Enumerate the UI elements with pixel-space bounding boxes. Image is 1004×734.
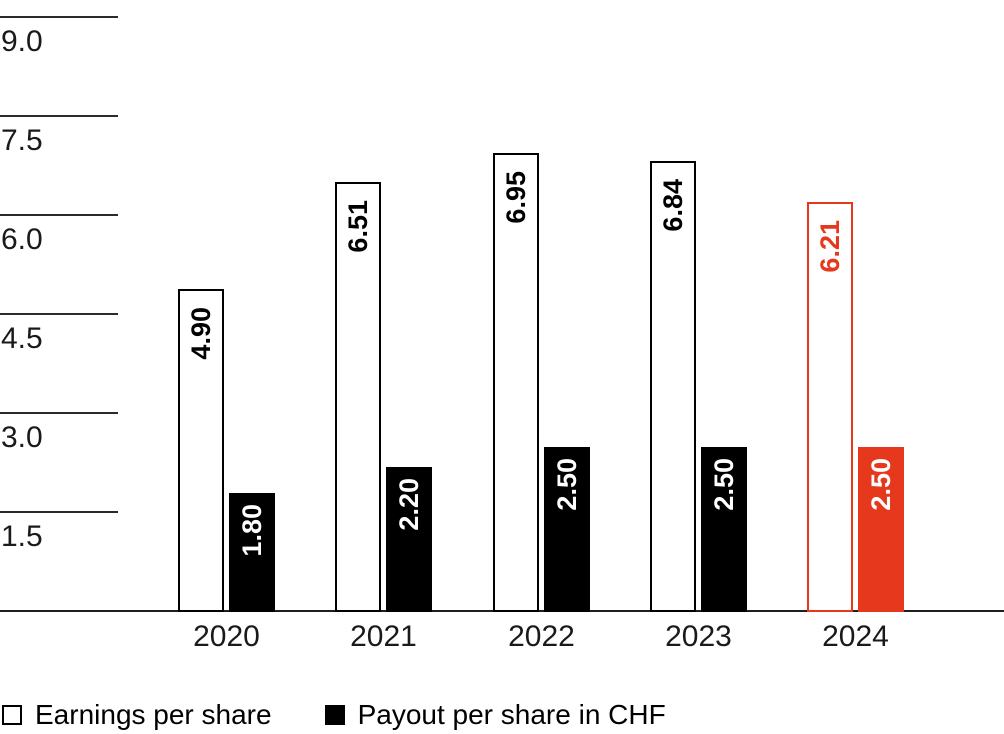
payout-swatch-icon: [324, 705, 345, 726]
bar-payout-2021: 2.20: [386, 467, 432, 612]
legend-label-earnings: Earnings per share: [35, 699, 272, 730]
bar-earnings-2023: 6.84: [650, 161, 696, 612]
bar-earnings-2022: 6.95: [493, 153, 539, 612]
bar-payout-2020: 1.80: [229, 493, 275, 612]
bar-value-label-2020: 1.80: [236, 504, 267, 557]
x-tick-label-2022: 2022: [508, 620, 575, 653]
bar-value-label-2022: 2.50: [551, 458, 582, 511]
y-gridline-1.5: [0, 511, 118, 513]
legend-label-payout: Payout per share in CHF: [357, 699, 666, 730]
bar-value-label-2024: 2.50: [865, 458, 896, 511]
bar-value-label-2023: 6.84: [657, 179, 688, 232]
y-tick-label-4.5: 4.5: [1, 322, 43, 355]
bar-earnings-2020: 4.90: [178, 289, 224, 612]
bar-payout-2023: 2.50: [701, 447, 747, 612]
bar-value-label-2022: 6.95: [500, 171, 531, 224]
y-gridline-9.0: [0, 16, 118, 18]
y-gridline-4.5: [0, 313, 118, 315]
bar-value-label-2023: 2.50: [708, 458, 739, 511]
y-tick-label-1.5: 1.5: [1, 520, 43, 553]
bar-earnings-2021: 6.51: [335, 182, 381, 612]
bar-value-label-2020: 4.90: [185, 307, 216, 360]
bar-value-label-2021: 2.20: [393, 478, 424, 531]
x-tick-label-2021: 2021: [350, 620, 417, 653]
y-gridline-3.0: [0, 412, 118, 414]
earnings-swatch-icon: [2, 705, 22, 726]
x-tick-label-2023: 2023: [665, 620, 732, 653]
x-tick-label-2024: 2024: [822, 620, 889, 653]
bar-payout-2024: 2.50: [858, 447, 904, 612]
y-tick-label-7.5: 7.5: [1, 124, 43, 157]
bar-payout-2022: 2.50: [544, 447, 590, 612]
bar-value-label-2021: 6.51: [342, 200, 373, 253]
legend-item-payout: Payout per share in CHF: [324, 699, 666, 731]
bar-earnings-2024: 6.21: [807, 202, 853, 612]
y-gridline-7.5: [0, 115, 118, 117]
y-tick-label-6.0: 6.0: [1, 223, 43, 256]
y-gridline-6.0: [0, 214, 118, 216]
bar-value-label-2024: 6.21: [814, 220, 845, 273]
x-tick-label-2020: 2020: [193, 620, 260, 653]
y-tick-label-3.0: 3.0: [1, 421, 43, 454]
legend: Earnings per share Payout per share in C…: [2, 699, 666, 731]
y-tick-label-9.0: 9.0: [1, 25, 43, 58]
legend-item-earnings: Earnings per share: [2, 699, 272, 731]
